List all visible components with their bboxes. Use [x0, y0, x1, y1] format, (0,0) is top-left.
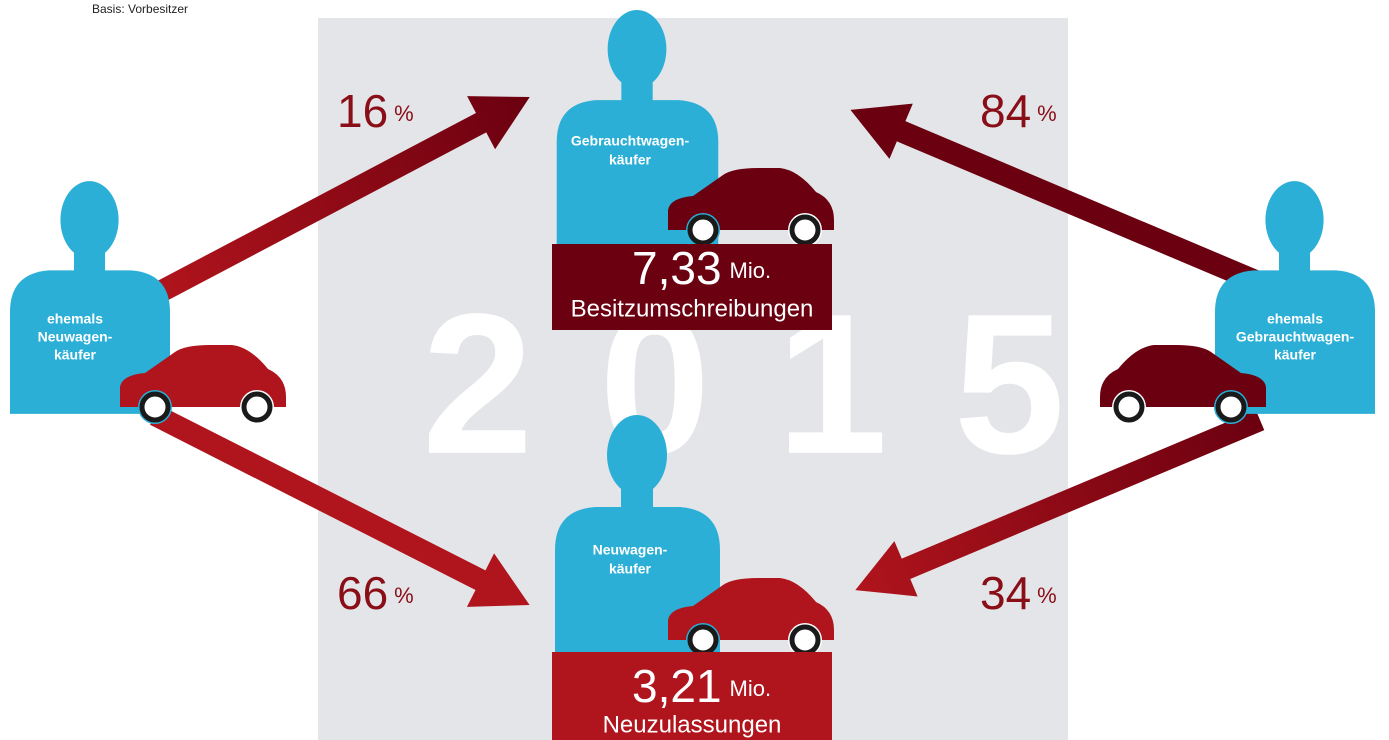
total-value: 7,33	[632, 242, 722, 294]
flow-label: 66%	[337, 567, 414, 619]
arrow	[154, 96, 530, 302]
flow-value: 66	[337, 567, 388, 619]
flow-unit: %	[394, 583, 414, 608]
flow-value: 16	[337, 85, 388, 137]
person-label: käufer	[54, 347, 97, 363]
person-label: käufer	[1274, 347, 1317, 363]
flow-value: 84	[980, 85, 1031, 137]
flow-unit: %	[1037, 101, 1057, 126]
person-label: käufer	[609, 152, 652, 168]
arrow	[850, 103, 1270, 296]
total-box	[552, 652, 832, 740]
flow-label: 34%	[980, 567, 1057, 619]
person-label: ehemals	[1267, 311, 1323, 327]
flow-label: 16%	[337, 85, 414, 137]
flow-label: 84%	[980, 85, 1057, 137]
total-line: 7,33 Mio.	[632, 242, 771, 294]
total-line: 3,21 Mio.	[632, 660, 771, 712]
flow-unit: %	[1037, 583, 1057, 608]
total-label: Besitzumschreibungen	[571, 295, 814, 322]
total-unit: Mio.	[730, 676, 772, 701]
total-label: Neuzulassungen	[603, 711, 782, 738]
person-label: käufer	[609, 561, 652, 577]
arrow	[855, 409, 1265, 597]
person-label: Gebrauchtwagen-	[1236, 329, 1355, 345]
total-box	[552, 244, 832, 330]
note: Basis: Vorbesitzer	[92, 2, 188, 16]
flow-value: 34	[980, 567, 1031, 619]
total-unit: Mio.	[730, 258, 772, 283]
person-label: Neuwagen-	[593, 542, 668, 558]
total-value: 3,21	[632, 660, 722, 712]
person-label: Gebrauchtwagen-	[571, 133, 690, 149]
arrow	[150, 405, 530, 607]
person-label: Neuwagen-	[38, 329, 113, 345]
person-label: ehemals	[47, 311, 103, 327]
flow-unit: %	[394, 101, 414, 126]
